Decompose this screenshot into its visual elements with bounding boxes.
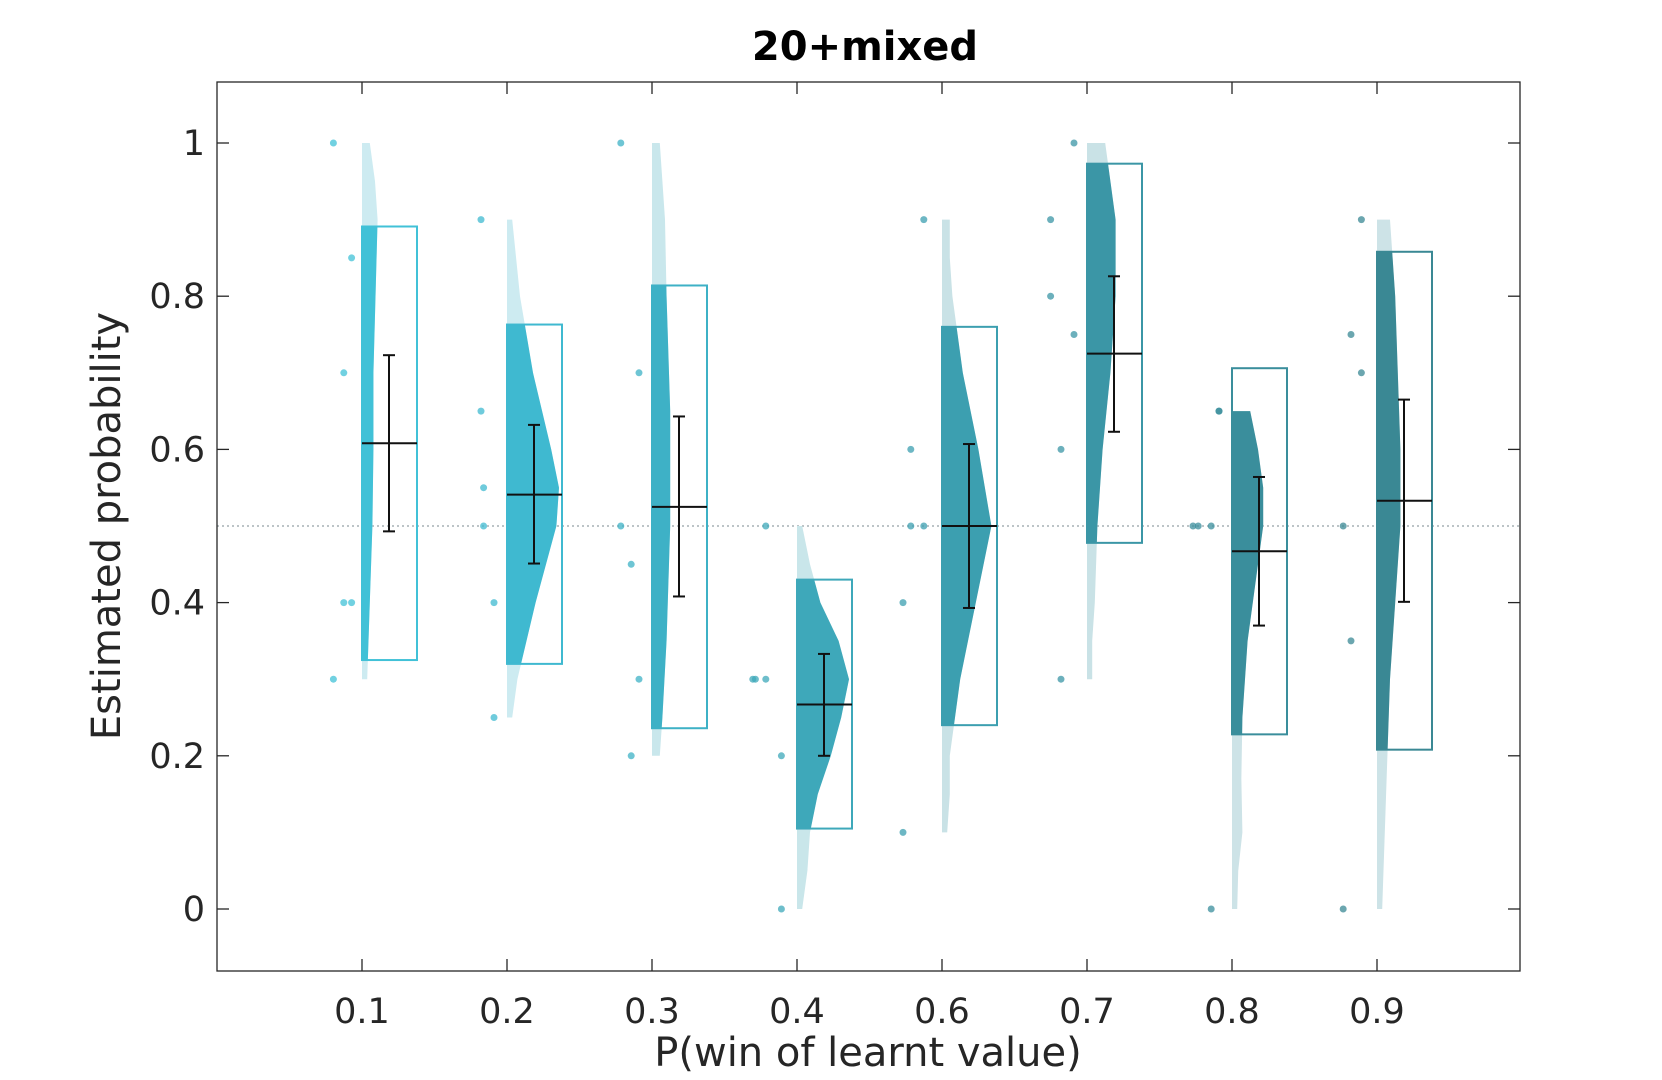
group-0-4 [749,523,852,913]
data-point [1358,369,1365,376]
data-point [762,676,769,683]
data-point [778,752,785,759]
data-point [778,906,785,913]
data-point [1348,637,1355,644]
group-0-9 [1340,216,1432,912]
chart-title: 20+mixed [752,24,978,70]
data-point [330,676,337,683]
x-tick-label: 0.6 [914,992,970,1032]
y-tick-label: 0.6 [149,430,205,470]
data-point [1195,523,1202,530]
data-point [1358,216,1365,223]
data-point [480,523,487,530]
x-tick-label: 0.2 [479,992,535,1032]
y-tick-label: 0.2 [149,737,205,777]
data-point [478,408,485,415]
data-point [636,369,643,376]
data-point [478,216,485,223]
data-point [1058,446,1065,453]
axis-ticks: 0.1 0.2 0.3 0.4 0.6 0.7 0.8 0.9 0 0.2 0.4 0.6 0.8 1 [149,82,1520,1032]
y-tick-label: 0.8 [149,277,205,317]
data-point [920,216,927,223]
data-point [900,829,907,836]
data-point [907,523,914,530]
data-point [1340,523,1347,530]
data-point [1348,331,1355,338]
data-point [628,752,635,759]
data-point [617,140,624,147]
x-tick-label: 0.1 [334,992,390,1032]
y-tick-label: 0.4 [149,584,205,624]
data-point [1208,906,1215,913]
group-0-1 [330,140,417,683]
x-tick-label: 0.3 [624,992,680,1032]
data-point [628,561,635,568]
data-point [636,676,643,683]
x-axis-label: P(win of learnt value) [654,1030,1081,1076]
group-0-8 [1190,368,1288,912]
data-point [920,523,927,530]
data-point [330,140,337,147]
group-0-3 [617,140,707,760]
group-0-6 [900,216,998,836]
data-point [1047,293,1054,300]
x-tick-label: 0.8 [1204,992,1260,1032]
data-point [491,599,498,606]
data-point [1058,676,1065,683]
group-0-2 [478,216,563,721]
data-point [617,523,624,530]
y-tick-label: 1 [183,124,205,164]
x-tick-label: 0.9 [1349,992,1405,1032]
data-point [1047,216,1054,223]
data-point [1340,906,1347,913]
data-point [749,676,756,683]
data-point [348,599,355,606]
data-point [491,714,498,721]
group-0-7 [1047,140,1142,683]
data-point [340,599,347,606]
data-point [1071,140,1078,147]
data-point [480,484,487,491]
data-point [907,446,914,453]
x-tick-label: 0.4 [769,992,825,1032]
x-tick-label: 0.7 [1059,992,1115,1032]
data-point [1208,523,1215,530]
data-point [340,369,347,376]
data-point [1071,331,1078,338]
data-point [348,254,355,261]
plot-area [217,140,1520,913]
y-tick-label: 0 [183,890,205,930]
data-point [1216,408,1223,415]
y-axis-label: Estimated probability [84,312,130,740]
data-point [900,599,907,606]
data-point [762,523,769,530]
